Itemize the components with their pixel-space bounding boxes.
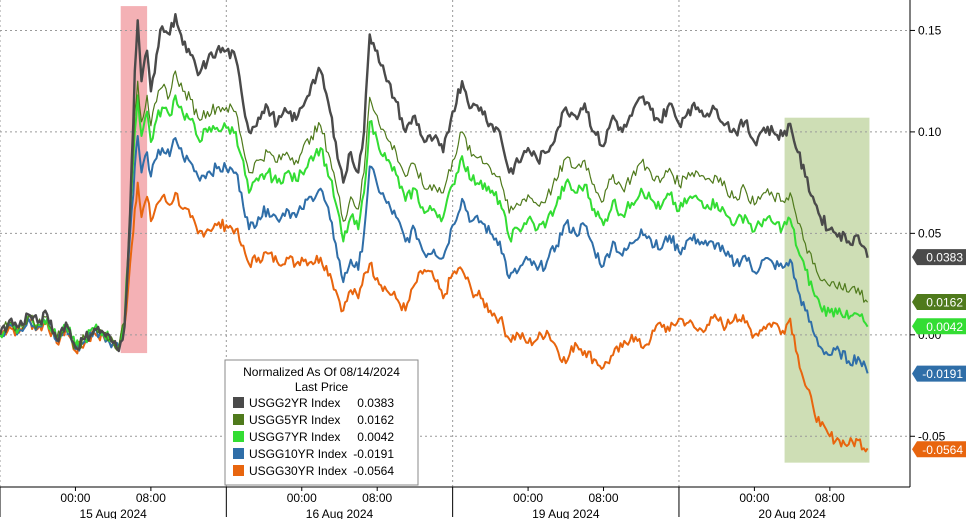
x-tick-label-1: 00:00 bbox=[60, 491, 90, 505]
last-value-label-3: 0.0042 bbox=[926, 320, 963, 334]
legend-swatch-3 bbox=[233, 431, 244, 442]
last-value-label-1: 0.0383 bbox=[926, 251, 963, 265]
series-line-usgg7yr-index bbox=[0, 94, 869, 350]
y-tick-label-1: 0.15 bbox=[918, 23, 942, 37]
date-label-3: 19 Aug 2024 bbox=[532, 507, 600, 519]
legend-entry-name-3: USGG7YR Index bbox=[249, 430, 340, 444]
x-tick-label-4: 08:00 bbox=[362, 491, 392, 505]
legend-swatch-1 bbox=[233, 397, 244, 408]
x-tick-label-8: 08:00 bbox=[815, 491, 845, 505]
last-value-tag-2 bbox=[912, 293, 966, 310]
series-lines bbox=[0, 13, 869, 453]
legend-swatch-2 bbox=[233, 414, 244, 425]
last-value-tag-3 bbox=[912, 318, 966, 335]
legend-entry-value-5: -0.0564 bbox=[353, 464, 394, 478]
last-value-label-5: -0.0564 bbox=[922, 443, 963, 457]
y-tick-label-2: 0.10 bbox=[918, 125, 942, 139]
legend-entry-value-4: -0.0191 bbox=[353, 447, 394, 461]
x-tick-label-2: 08:00 bbox=[136, 491, 166, 505]
x-tick-label-3: 00:00 bbox=[287, 491, 317, 505]
legend-entry-value-2: 0.0162 bbox=[357, 413, 394, 427]
x-tick-label-7: 00:00 bbox=[739, 491, 769, 505]
legend-swatch-4 bbox=[233, 448, 244, 459]
last-value-label-4: -0.0191 bbox=[922, 367, 963, 381]
legend-subtitle: Last Price bbox=[295, 380, 349, 394]
y-tick-label-5: -0.05 bbox=[918, 429, 946, 443]
last-value-label-2: 0.0162 bbox=[926, 295, 963, 309]
last-value-tag-1 bbox=[912, 249, 966, 266]
x-tick-label-5: 00:00 bbox=[513, 491, 543, 505]
y-tick-label-3: 0.05 bbox=[918, 226, 942, 240]
legend-entry-name-5: USGG30YR Index bbox=[249, 464, 347, 478]
last-value-tags: 0.0383 0.0162 0.0042 -0.0191 -0.0564 bbox=[912, 249, 966, 458]
x-tick-label-6: 08:00 bbox=[589, 491, 619, 505]
legend-entry-name-4: USGG10YR Index bbox=[249, 447, 347, 461]
date-label-1: 15 Aug 2024 bbox=[79, 507, 147, 519]
series-line-usgg30yr-index bbox=[0, 181, 869, 453]
legend-entry-value-1: 0.0383 bbox=[357, 396, 394, 410]
legend-title: Normalized As Of 08/14/2024 bbox=[243, 365, 400, 379]
legend-entry-name-1: USGG2YR Index bbox=[249, 396, 340, 410]
legend-entry-value-3: 0.0042 bbox=[357, 430, 394, 444]
series-line-usgg10yr-index bbox=[0, 135, 869, 374]
series-line-usgg2yr-index bbox=[0, 13, 869, 353]
series-line-usgg5yr-index bbox=[0, 70, 869, 351]
legend-entry-name-2: USGG5YR Index bbox=[249, 413, 340, 427]
last-value-tag-5 bbox=[912, 441, 966, 458]
legend-box bbox=[224, 359, 419, 486]
last-value-tag-4 bbox=[912, 365, 966, 382]
date-label-2: 16 Aug 2024 bbox=[306, 507, 374, 519]
date-label-4: 20 Aug 2024 bbox=[758, 507, 826, 519]
legend-swatch-5 bbox=[233, 465, 244, 476]
